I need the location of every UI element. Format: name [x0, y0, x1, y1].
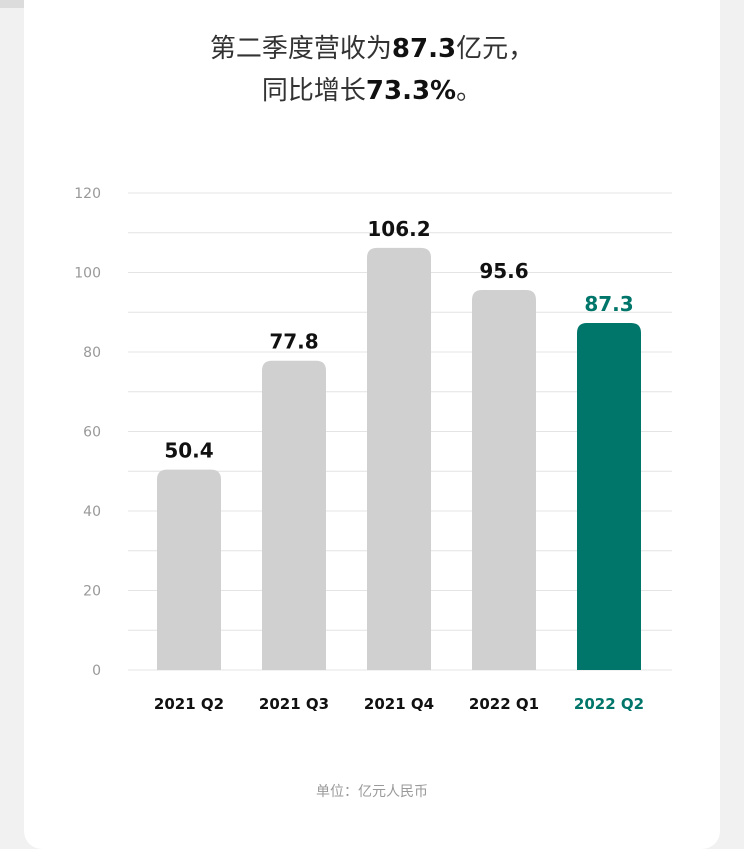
data-label: 87.3 [584, 292, 633, 316]
data-label: 95.6 [479, 259, 528, 283]
y-tick-label: 80 [83, 345, 101, 361]
data-label: 50.4 [164, 439, 213, 463]
y-tick-label: 100 [74, 266, 101, 282]
x-tick-label: 2021 Q3 [259, 695, 329, 713]
y-tick-label: 60 [83, 425, 101, 441]
headline-line-1: 第二季度营收为87.3亿元， [0, 28, 744, 65]
headline-line-2: 同比增长73.3%。 [0, 70, 744, 107]
x-tick-label: 2021 Q4 [364, 695, 434, 713]
headline-text: 。 [456, 76, 483, 106]
headline-revenue-value: 87.3 [391, 34, 457, 64]
bar [367, 247, 431, 671]
y-tick-label: 40 [83, 504, 101, 520]
headline-growth-value: 73.3% [365, 76, 457, 106]
bar [157, 469, 221, 670]
y-tick-label: 20 [83, 584, 101, 600]
headline-text: 亿元， [456, 34, 535, 64]
x-tick-label: 2022 Q2 [574, 695, 644, 713]
x-tick-label: 2021 Q2 [154, 695, 224, 713]
headline-text: 同比增长 [261, 76, 366, 106]
y-tick-label: 0 [92, 663, 101, 679]
data-label: 77.8 [269, 330, 318, 354]
unit-label: 单位：亿元人民币 [316, 784, 428, 800]
bar [472, 289, 536, 670]
data-label: 106.2 [367, 217, 430, 241]
x-tick-label: 2022 Q1 [469, 695, 539, 713]
bar [577, 322, 641, 670]
bar [262, 360, 326, 670]
y-tick-label: 120 [74, 186, 101, 202]
headline-text: 第二季度营收为 [209, 34, 392, 64]
